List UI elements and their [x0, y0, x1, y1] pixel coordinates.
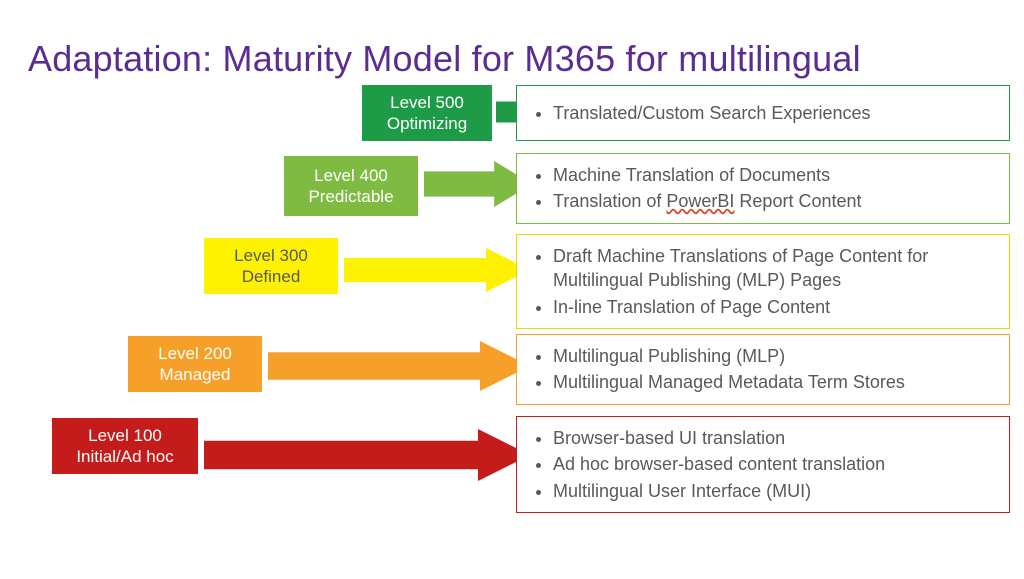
level-label-line2: Optimizing — [387, 113, 467, 134]
spellcheck-underline: PowerBI — [666, 191, 734, 211]
list-item: Browser-based UI translation — [553, 425, 997, 451]
list-item: Machine Translation of Documents — [553, 162, 997, 188]
list-item: In-line Translation of Page Content — [553, 294, 997, 320]
description-list: Draft Machine Translations of Page Conte… — [525, 243, 997, 320]
level100-arrow-icon — [204, 429, 530, 481]
level400-box: Level 400Predictable — [284, 156, 418, 216]
level-label-line2: Initial/Ad hoc — [76, 446, 173, 467]
slide-title: Adaptation: Maturity Model for M365 for … — [28, 38, 861, 80]
list-item: Draft Machine Translations of Page Conte… — [553, 243, 997, 294]
level200-box: Level 200Managed — [128, 336, 262, 392]
description-list: Browser-based UI translationAd hoc brows… — [525, 425, 997, 504]
level-label-line1: Level 500 — [390, 92, 464, 113]
list-item: Ad hoc browser-based content translation — [553, 451, 997, 477]
level200-arrow-icon — [268, 341, 530, 391]
level-label-line1: Level 100 — [88, 425, 162, 446]
level500-description: Translated/Custom Search Experiences — [516, 85, 1010, 141]
level400-description: Machine Translation of DocumentsTranslat… — [516, 153, 1010, 224]
list-item: Multilingual Managed Metadata Term Store… — [553, 369, 997, 395]
list-item: Multilingual User Interface (MUI) — [553, 478, 997, 504]
list-item: Translation of PowerBI Report Content — [553, 188, 997, 214]
level-label-line2: Predictable — [308, 186, 393, 207]
level100-box: Level 100Initial/Ad hoc — [52, 418, 198, 474]
level300-arrow-icon — [344, 248, 530, 292]
level300-box: Level 300Defined — [204, 238, 338, 294]
level-label-line1: Level 300 — [234, 245, 308, 266]
list-item: Translated/Custom Search Experiences — [553, 100, 997, 126]
level-label-line1: Level 200 — [158, 343, 232, 364]
level500-box: Level 500Optimizing — [362, 85, 492, 141]
level-label-line2: Managed — [160, 364, 231, 385]
level-label-line2: Defined — [242, 266, 301, 287]
level200-description: Multilingual Publishing (MLP)Multilingua… — [516, 334, 1010, 405]
level300-description: Draft Machine Translations of Page Conte… — [516, 234, 1010, 329]
description-list: Multilingual Publishing (MLP)Multilingua… — [525, 343, 997, 396]
list-item: Multilingual Publishing (MLP) — [553, 343, 997, 369]
description-list: Translated/Custom Search Experiences — [525, 100, 997, 126]
level-label-line1: Level 400 — [314, 165, 388, 186]
level100-description: Browser-based UI translationAd hoc brows… — [516, 416, 1010, 513]
description-list: Machine Translation of DocumentsTranslat… — [525, 162, 997, 215]
